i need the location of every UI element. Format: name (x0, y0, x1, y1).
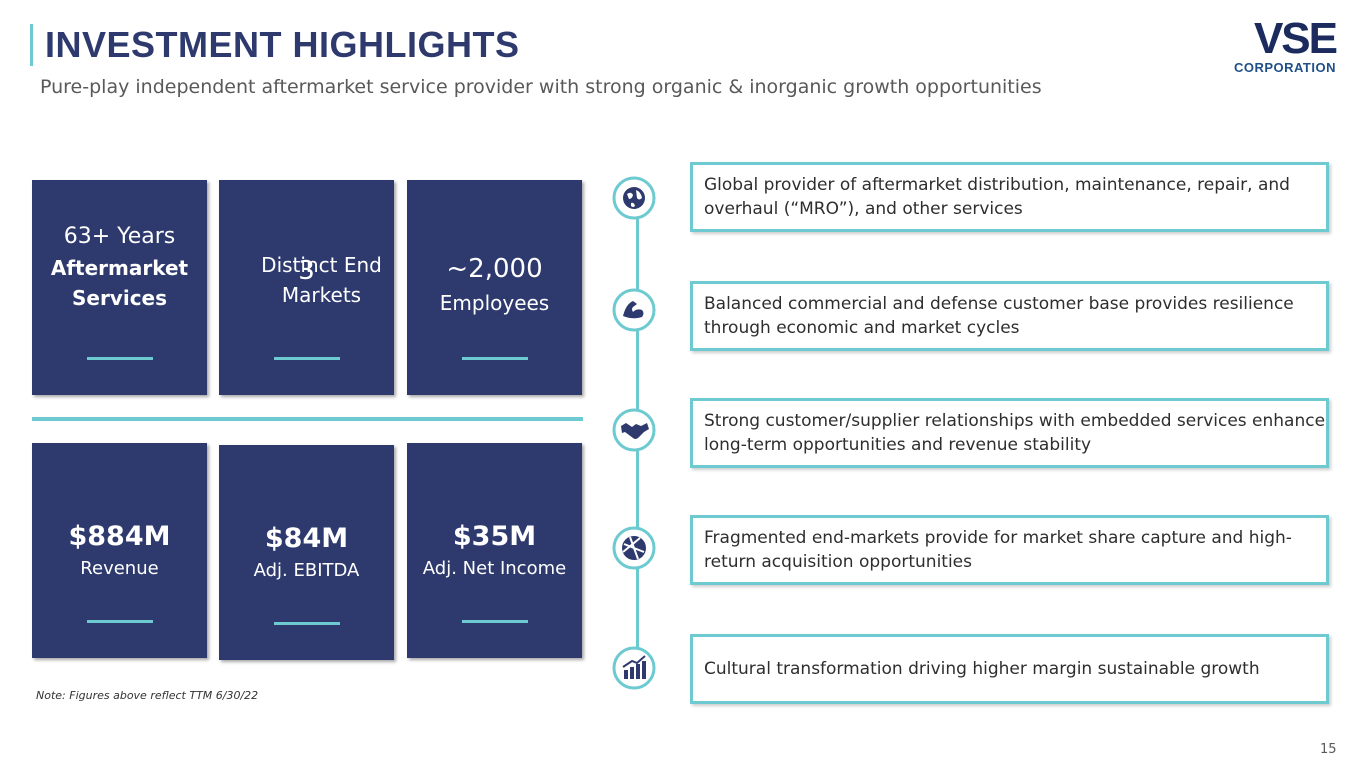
logo-text: CORPORATION (1233, 60, 1336, 75)
stat-detail: Aftermarket Services (50, 256, 189, 310)
accent-bar (274, 622, 340, 625)
stat-detail: Distinct End Markets (261, 253, 382, 307)
stat-detail: Revenue (80, 558, 159, 579)
fragment-icon (612, 526, 656, 570)
stat-box: 63+ Years Aftermarket Services (32, 180, 207, 395)
stat-main: ~2,000 (446, 254, 543, 284)
stat-detail: Employees (439, 291, 550, 315)
stat-main: 63+ Years (63, 224, 176, 249)
stat-box: ~2,000 Employees (407, 180, 582, 395)
stat-detail: Adj. Net Income (422, 558, 567, 579)
stat-box: $884M Revenue (32, 443, 207, 658)
strength-icon (612, 288, 656, 332)
highlight: Balanced commercial and defense customer… (690, 281, 1329, 351)
page-number: 15 (1320, 742, 1337, 757)
highlight: Global provider of aftermarket distribut… (690, 162, 1329, 232)
logo: VSE CORPORATION (1218, 14, 1338, 76)
stat-detail: Adj. EBITDA (253, 560, 360, 581)
stat-main: $35M (452, 521, 537, 552)
stat-box: 3 Distinct End Markets (219, 180, 394, 395)
accent-bar (462, 357, 528, 360)
stat-box: $35M Adj. Net Income (407, 443, 582, 658)
footnote: Note: Figures above reflect TTM 6/30/22 (36, 689, 259, 702)
divider (32, 417, 583, 421)
handshake-icon (612, 408, 656, 452)
highlight: Fragmented end-markets provide for marke… (690, 515, 1329, 585)
stat-main: $884M (68, 521, 171, 552)
logo-mark: VSE (1253, 14, 1338, 63)
growth-icon (612, 646, 656, 690)
subtitle: Pure-play independent aftermarket servic… (40, 76, 1042, 98)
stat-main: $84M (264, 523, 349, 554)
highlight: Strong customer/supplier relationships w… (690, 398, 1329, 468)
globe-icon (612, 176, 656, 220)
stat-box: $84M Adj. EBITDA (219, 445, 394, 660)
title: INVESTMENT HIGHLIGHTS (30, 24, 520, 66)
accent-bar (462, 620, 528, 623)
accent-bar (87, 620, 153, 623)
stat-main: 3 (298, 256, 315, 286)
accent-bar (87, 357, 153, 360)
highlight: Cultural transformation driving higher m… (690, 634, 1329, 704)
accent-bar (274, 357, 340, 360)
stat-main-wrap: 3 (219, 254, 394, 288)
